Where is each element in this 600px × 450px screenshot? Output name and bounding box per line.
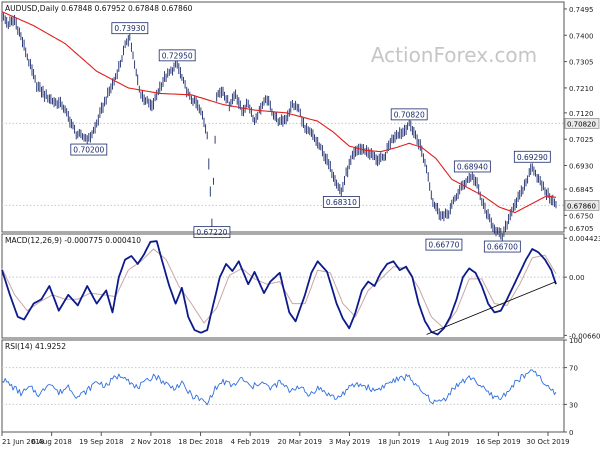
resistance-price-tag-box (564, 118, 600, 129)
annotation-box (425, 238, 463, 251)
annotation-label: 0.69290 (517, 153, 548, 162)
macd-panel: 0.004423 0.00 -0.006603 MACD(12,26,9) -0.00… (1, 233, 600, 340)
macd-panel-title: MACD(12,26,9) -0.000775 0.000410 (5, 236, 141, 245)
annotation-box (70, 143, 108, 156)
price-axis-tick-label: 0.6845 (569, 186, 594, 194)
annotation-label: 0.73930 (114, 24, 145, 33)
annotation-label: 0.66700 (487, 243, 518, 252)
annotation-label: 0.70200 (73, 146, 104, 155)
annotation-box (193, 226, 231, 239)
time-tick-label: 4 Feb 2019 (231, 438, 270, 446)
annotation-label: 0.68310 (326, 198, 357, 207)
resistance-price-tag: 0.70820 (567, 120, 596, 128)
annotation-box (390, 108, 428, 121)
time-tick-label: 20 Mar 2019 (278, 438, 322, 446)
price-axis-tick-label: 0.7400 (569, 32, 594, 40)
macd-axis-tick-label: 0.00 (569, 274, 585, 282)
price-panel: 0.73930 0.72950 0.70200 0.67220 0.68310 0.708… (1, 1, 600, 253)
annotation-box (513, 150, 551, 163)
annotation-box (158, 49, 196, 62)
price-axis-tick-label: 0.7120 (569, 110, 594, 118)
annotation-box (322, 196, 360, 208)
price-axis-tick-label: 0.7210 (569, 85, 594, 93)
time-tick-label: 18 Jun 2019 (378, 438, 420, 446)
last-price-tag: 0.67860 (567, 202, 596, 210)
macd-axis-tick-label: -0.006603 (569, 332, 600, 340)
macd-panel-frame (1, 233, 565, 339)
price-axis-tick-label: 0.6930 (569, 162, 594, 170)
price-panel-frame (1, 1, 565, 233)
time-tick-label: 3 May 2019 (329, 438, 370, 446)
rsi-panel-frame (1, 339, 565, 433)
annotation-label: 0.70820 (394, 110, 425, 119)
rsi-line (1, 369, 557, 406)
time-tick-label: 30 Oct 2019 (526, 438, 569, 446)
macd-axis-tick-label: 0.004423 (569, 235, 600, 243)
time-tick-label: 19 Sep 2018 (79, 438, 123, 446)
time-tick-label: 1 Aug 2019 (429, 438, 469, 446)
annotation-label: 0.68940 (457, 162, 488, 171)
moving-average-line (1, 11, 557, 214)
time-tick-label: 18 Dec 2018 (178, 438, 223, 446)
annotation-label: 0.72950 (162, 51, 193, 60)
rsi-panel-title: RSI(14) 41.9252 (5, 342, 66, 351)
watermark: ActionForex.com (371, 43, 537, 67)
time-tick-label: 6 Aug 2018 (31, 438, 71, 446)
macd-trendline (426, 281, 557, 335)
last-price-tag-box (564, 200, 600, 211)
macd-signal-line (1, 248, 557, 329)
price-axis-tick-label: 0.6750 (569, 212, 594, 220)
rsi-axis-tick-label: 0 (569, 429, 573, 437)
price-axis-tick-label: 0.7305 (569, 59, 594, 67)
rsi-axis-tick-label: 100 (569, 337, 582, 345)
annotation-box (111, 22, 149, 35)
annotation-label: 0.67220 (196, 228, 227, 237)
time-tick-label: 2 Nov 2018 (131, 438, 171, 446)
rsi-axis-tick-label: 30 (569, 401, 578, 409)
price-axis-tick-label: 0.7495 (569, 6, 594, 14)
rsi-axis-tick-label: 70 (569, 365, 578, 373)
rsi-panel: 100 70 30 0 RSI(14) 41.9252 (1, 337, 582, 437)
price-axis-tick-label: 0.6705 (569, 225, 594, 233)
macd-line (1, 240, 557, 336)
annotation-box (453, 160, 491, 173)
annotation-label: 0.66770 (428, 241, 459, 250)
price-panel-title: AUDUSD,Daily 0.67848 0.67952 0.67848 0.6… (5, 4, 193, 13)
time-tick-label: 21 Jun 2018 (2, 438, 44, 446)
price-axis-tick-label: 0.7025 (569, 136, 594, 144)
time-tick-label: 16 Sep 2019 (476, 438, 520, 446)
annotation-box (483, 240, 521, 253)
